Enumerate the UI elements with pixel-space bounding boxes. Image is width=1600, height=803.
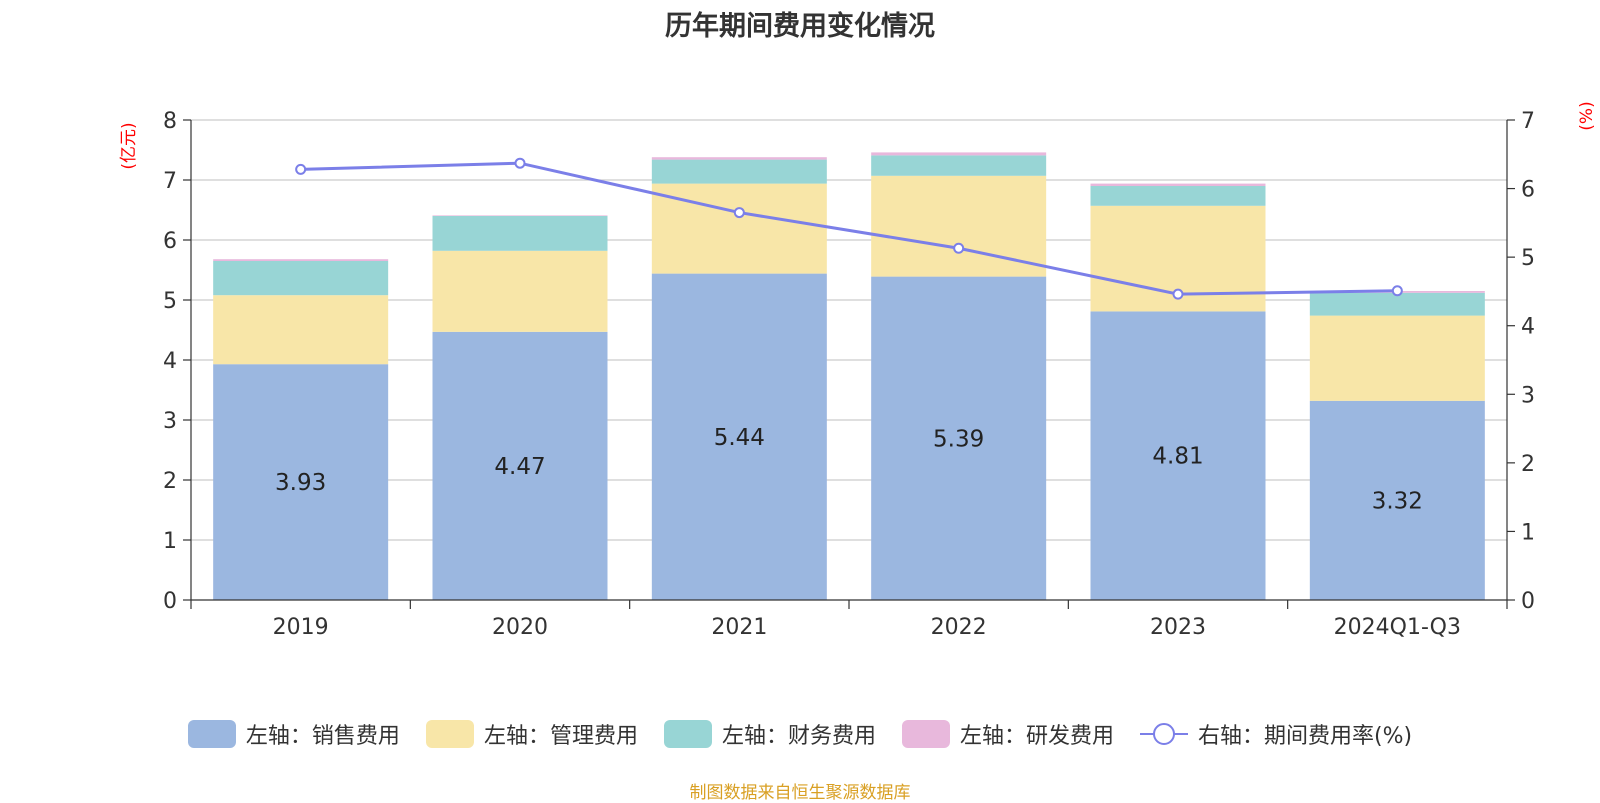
bar-segment bbox=[432, 250, 608, 332]
bar-segment bbox=[651, 273, 827, 600]
bar-segment bbox=[213, 295, 389, 365]
source-note: 制图数据来自恒生聚源数据库 bbox=[689, 783, 911, 803]
right-tick-label: 5 bbox=[1521, 246, 1535, 271]
left-tick-label: 3 bbox=[163, 409, 177, 434]
legend-swatch bbox=[425, 720, 474, 748]
bar-value-label: 5.44 bbox=[714, 425, 765, 451]
left-axis-unit: (亿元) bbox=[119, 122, 139, 169]
chart-title: 历年期间费用变化情况 bbox=[665, 11, 935, 42]
left-tick-label: 5 bbox=[163, 289, 177, 314]
gridlines bbox=[191, 119, 1507, 541]
left-tick-label: 2 bbox=[163, 469, 177, 494]
left-tick-label: 1 bbox=[163, 529, 177, 554]
legend-label: 左轴：销售费用 bbox=[245, 724, 400, 749]
bar-value-label: 4.81 bbox=[1152, 444, 1203, 470]
bar-segment bbox=[432, 215, 608, 216]
line-series bbox=[295, 157, 1403, 300]
bar-segment bbox=[213, 364, 389, 600]
bar-segment bbox=[871, 276, 1047, 600]
right-tick-label: 3 bbox=[1521, 383, 1535, 408]
bar-segment bbox=[871, 152, 1047, 156]
legend-swatch bbox=[663, 720, 712, 748]
bar-segment bbox=[213, 259, 389, 261]
bar-segment bbox=[1309, 292, 1485, 316]
x-tick-label: 2024Q1-Q3 bbox=[1334, 615, 1461, 640]
bar-series bbox=[213, 152, 1485, 600]
x-tick-label: 2022 bbox=[931, 615, 987, 640]
legend-swatch bbox=[901, 720, 950, 748]
right-tick-label: 2 bbox=[1521, 452, 1535, 477]
rate-point bbox=[733, 207, 745, 219]
left-tick-label: 4 bbox=[163, 349, 177, 374]
legend-item[interactable]: 左轴：管理费用 bbox=[425, 718, 638, 750]
left-tick-label: 6 bbox=[163, 229, 177, 254]
left-tick-label: 8 bbox=[163, 109, 177, 134]
legend-line-marker bbox=[1139, 723, 1188, 745]
left-tick-label: 0 bbox=[163, 589, 177, 614]
x-tick-label: 2023 bbox=[1150, 615, 1206, 640]
legend-label: 左轴：研发费用 bbox=[959, 724, 1114, 749]
right-tick-label: 6 bbox=[1521, 178, 1535, 203]
bar-segment bbox=[432, 331, 608, 600]
bar-segment bbox=[1309, 315, 1485, 401]
x-tick-label: 2019 bbox=[273, 615, 329, 640]
right-tick-label: 7 bbox=[1521, 109, 1535, 134]
bar-value-label: 4.47 bbox=[494, 454, 545, 480]
bar-segment bbox=[1090, 183, 1266, 186]
rate-point bbox=[295, 163, 307, 175]
bar-segment bbox=[871, 155, 1047, 176]
legend-item[interactable]: 右轴：期间费用率(%) bbox=[1139, 718, 1413, 750]
rate-point bbox=[1172, 288, 1184, 300]
right-tick-label: 4 bbox=[1521, 315, 1535, 340]
legend: 左轴：销售费用 左轴：管理费用 左轴：财务费用 左轴：研发费用 右轴：期间费用率(%) bbox=[0, 718, 1600, 750]
legend-label: 右轴：期间费用率(%) bbox=[1197, 724, 1413, 749]
left-tick-label: 7 bbox=[163, 169, 177, 194]
rate-point bbox=[514, 157, 526, 169]
legend-item[interactable]: 左轴：销售费用 bbox=[187, 718, 400, 750]
bar-value-label: 5.39 bbox=[933, 426, 984, 452]
legend-swatch bbox=[187, 720, 236, 748]
right-tick-label: 0 bbox=[1521, 589, 1535, 614]
x-tick-label: 2021 bbox=[711, 615, 767, 640]
rate-point bbox=[1391, 285, 1403, 297]
bar-segment bbox=[213, 261, 389, 296]
chart-canvas: 0 1 2 3 4 5 6 7 8 0 1 2 3 4 5 6 7 2019 2020 2021 2022 2023 202… bbox=[119, 101, 1597, 640]
legend-item[interactable]: 左轴：研发费用 bbox=[901, 718, 1114, 750]
rate-line bbox=[300, 161, 1398, 296]
bar-segment bbox=[432, 216, 608, 251]
bar-segment bbox=[1090, 186, 1266, 206]
bar-segment bbox=[651, 157, 827, 160]
legend-item[interactable]: 左轴：财务费用 bbox=[663, 718, 876, 750]
bar-segment bbox=[651, 159, 827, 184]
bar-value-label: 3.32 bbox=[1372, 488, 1423, 514]
right-tick-label: 1 bbox=[1521, 520, 1535, 545]
legend-label: 左轴：财务费用 bbox=[721, 724, 876, 749]
axes: 0 1 2 3 4 5 6 7 8 0 1 2 3 4 5 6 7 2019 2020 2021 2022 2023 202… bbox=[119, 101, 1597, 640]
legend-label: 左轴：管理费用 bbox=[483, 724, 638, 749]
bar-value-label: 3.93 bbox=[275, 470, 326, 496]
rate-point bbox=[953, 242, 965, 254]
data-labels: 3.93 4.47 5.44 5.39 4.81 3.32 bbox=[275, 425, 1423, 515]
bar-segment bbox=[1090, 311, 1266, 600]
x-tick-label: 2020 bbox=[492, 615, 548, 640]
bar-segment bbox=[1309, 400, 1485, 600]
bar-segment bbox=[651, 183, 827, 274]
right-axis-unit: (%) bbox=[1577, 101, 1597, 130]
